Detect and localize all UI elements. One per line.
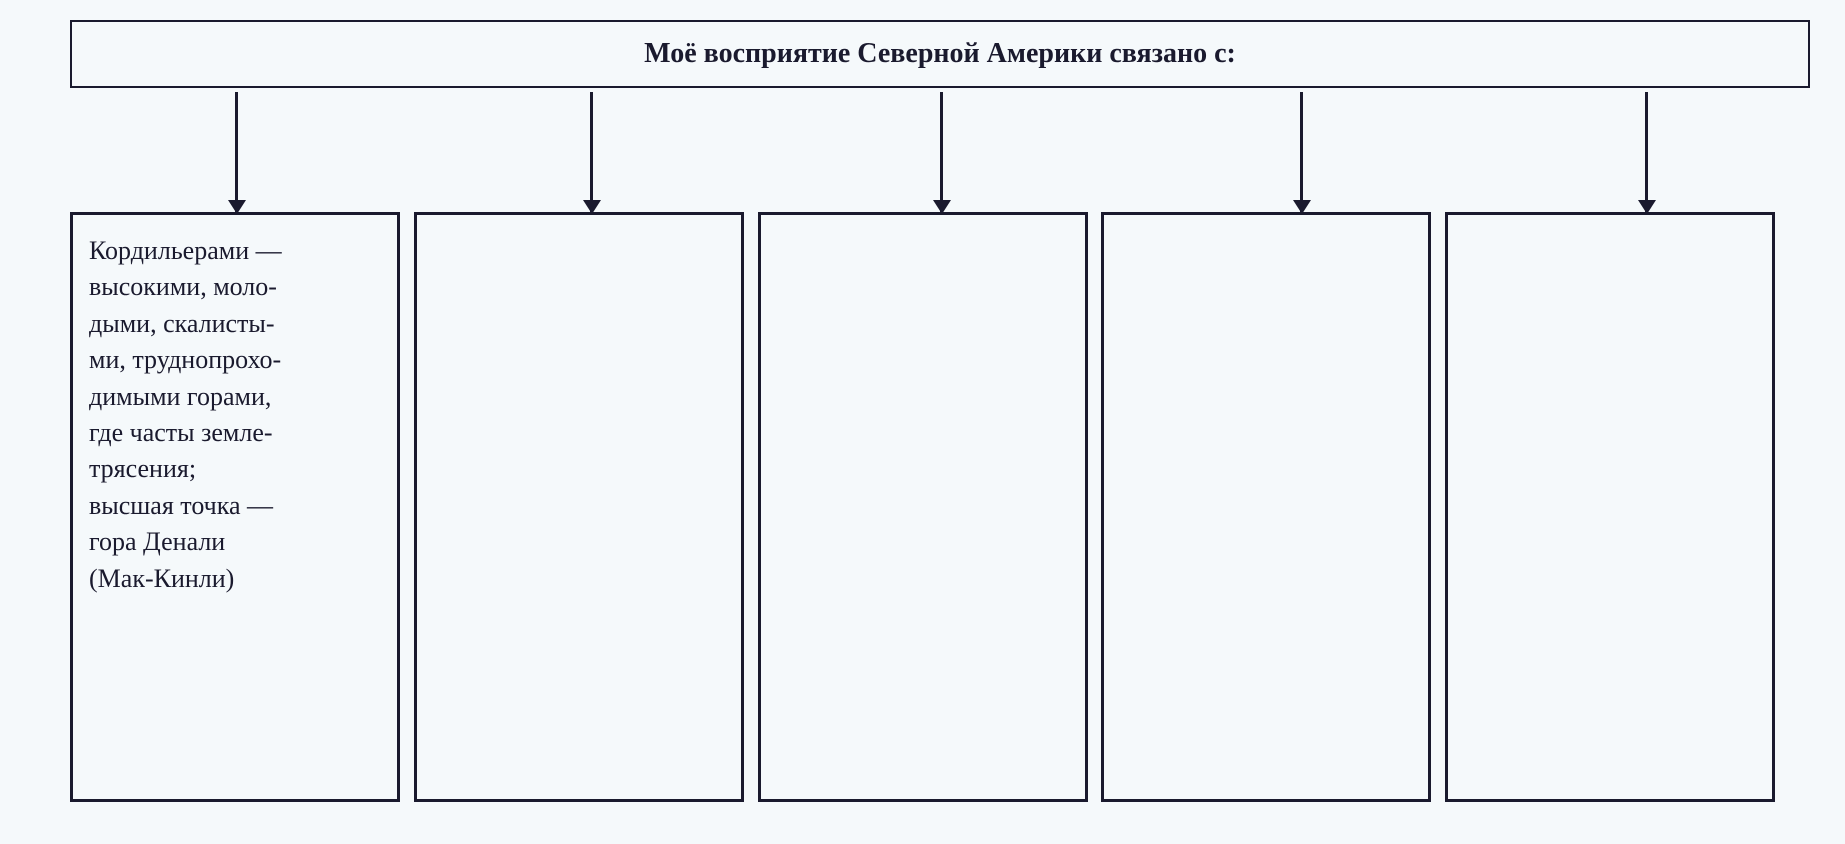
arrow-1 <box>235 92 238 212</box>
arrow-4 <box>1300 92 1303 212</box>
arrow-3 <box>940 92 943 212</box>
content-box-4 <box>1101 212 1431 802</box>
boxes-container: Кордильерами — высокими, моло- дыми, ска… <box>20 212 1825 802</box>
tree-diagram: Моё восприятие Северной Америки связано … <box>20 20 1825 824</box>
content-text-1: Кордильерами — высокими, моло- дыми, ска… <box>89 233 381 597</box>
arrow-2 <box>590 92 593 212</box>
header-title: Моё восприятие Северной Америки связано … <box>92 38 1788 70</box>
arrows-container <box>20 92 1825 212</box>
content-box-5 <box>1445 212 1775 802</box>
header-box: Моё восприятие Северной Америки связано … <box>70 20 1810 88</box>
content-box-2 <box>414 212 744 802</box>
content-box-3 <box>758 212 1088 802</box>
arrow-5 <box>1645 92 1648 212</box>
content-box-1: Кордильерами — высокими, моло- дыми, ска… <box>70 212 400 802</box>
